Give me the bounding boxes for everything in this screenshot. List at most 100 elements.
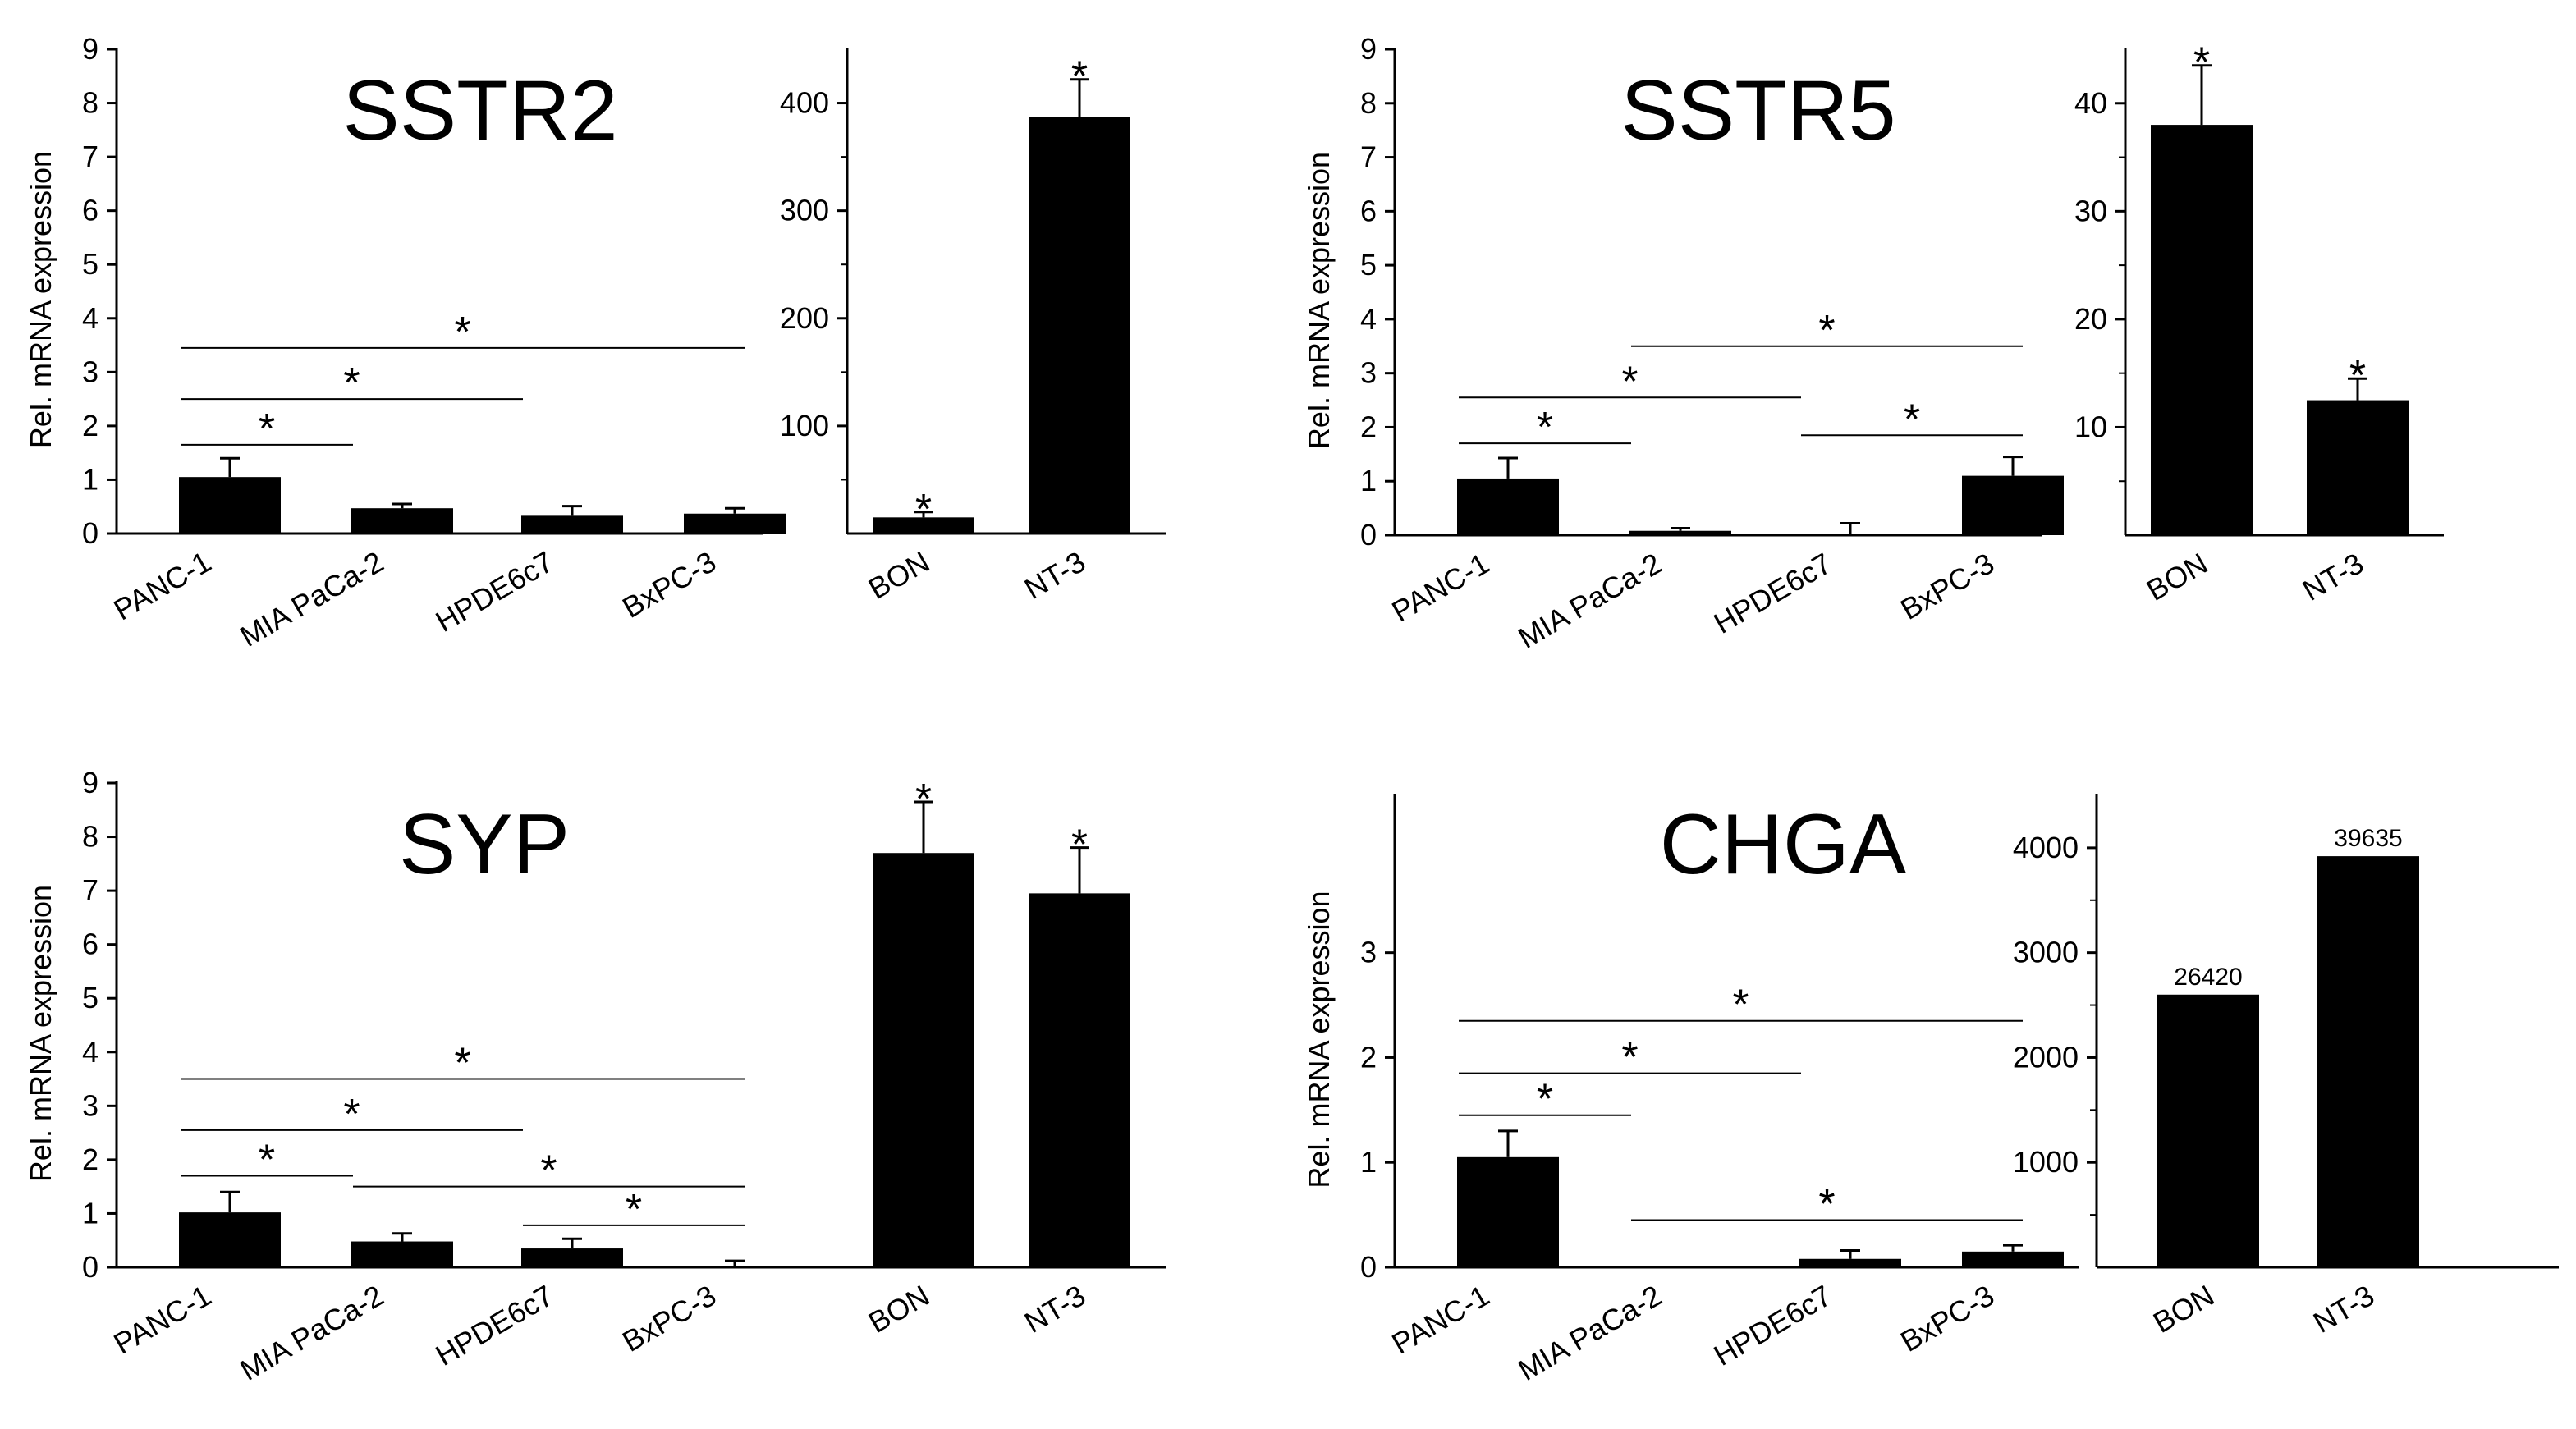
x-tick-label: HPDE6c7 [1708, 546, 1837, 640]
chart-title: SYP [399, 797, 570, 892]
significance-star: * [1621, 1034, 1638, 1082]
bar [1457, 478, 1559, 535]
y-tick-label: 1 [1360, 464, 1377, 497]
y-tick-label: 9 [1360, 32, 1377, 66]
x-tick-label: PANC-1 [1386, 1278, 1495, 1360]
chart-title: SSTR5 [1620, 63, 1895, 158]
significance-star: * [259, 405, 275, 453]
y-tick-label: 3 [1360, 936, 1377, 969]
x-tick-label: BxPC-3 [616, 544, 722, 625]
chart-title: CHGA [1660, 797, 1907, 892]
y-tick-label: 0 [1360, 1250, 1377, 1284]
significance-star-right: * [1071, 822, 1088, 869]
bar-right [873, 517, 974, 534]
y-tick-label: 4 [82, 1035, 99, 1069]
chart-title: SSTR2 [342, 63, 617, 158]
y-tick-label: 5 [1360, 248, 1377, 282]
significance-star: * [1904, 396, 1920, 443]
significance-star: * [1818, 307, 1835, 355]
x-tick-label: HPDE6c7 [430, 1278, 559, 1372]
significance-star: * [1537, 1076, 1553, 1124]
y-tick-label: 7 [82, 140, 99, 173]
bar [351, 1241, 453, 1267]
y-tick-label-right: 40 [2074, 86, 2107, 120]
significance-star: * [1621, 358, 1638, 405]
bar [1457, 1156, 1559, 1267]
y-tick-label: 2 [1360, 410, 1377, 443]
panel-sstr5: 0 1 2 3 4 5 6 7 8 9 Rel. mRNA expression SSTR5 PANC-… [1302, 32, 2444, 655]
bar [179, 477, 281, 534]
significance-star-right: * [2349, 352, 2366, 400]
x-tick-label-right: BON [2141, 546, 2213, 607]
bar [1629, 530, 1731, 535]
bar [684, 1266, 786, 1267]
y-tick-label: 2 [82, 1143, 99, 1176]
significance-star: * [259, 1137, 275, 1184]
y-tick-label-right: 1000 [2013, 1145, 2079, 1179]
bar-right [2307, 400, 2409, 535]
x-tick-label-right: BON [863, 1278, 935, 1340]
y-tick-label: 3 [82, 1088, 99, 1122]
y-tick-label: 8 [82, 820, 99, 854]
significance-star: * [343, 1091, 360, 1138]
significance-star: * [1818, 1181, 1835, 1229]
y-tick-label: 5 [82, 247, 99, 281]
y-tick-label: 8 [1360, 86, 1377, 120]
y-tick-label: 4 [82, 301, 99, 335]
y-tick-label-right: 400 [780, 86, 829, 120]
x-tick-label: PANC-1 [108, 544, 217, 626]
bar [1962, 1251, 2064, 1267]
bar [1962, 475, 2064, 535]
y-tick-label: 1 [82, 462, 99, 496]
bar-right [1029, 893, 1130, 1267]
y-axis-label: Rel. mRNA expression [1302, 891, 1336, 1188]
y-tick-label: 0 [82, 516, 99, 550]
y-tick-label: 4 [1360, 302, 1377, 336]
panel-sstr2: 0 1 2 3 4 5 6 7 8 9 Rel. mRNA expression SSTR2 PANC-… [24, 32, 1166, 653]
significance-star-right: * [915, 486, 932, 534]
y-tick-label: 2 [82, 409, 99, 442]
x-tick-label: BxPC-3 [616, 1278, 722, 1358]
y-tick-label-right: 4000 [2013, 831, 2079, 864]
y-tick-label-right: 3000 [2013, 936, 2079, 969]
bar-right [873, 853, 974, 1267]
x-tick-label-right: BON [863, 544, 935, 606]
y-tick-label: 0 [82, 1250, 99, 1284]
y-tick-label-right: 2000 [2013, 1040, 2079, 1074]
bar [521, 1248, 623, 1267]
y-tick-label-right: 200 [780, 301, 829, 335]
x-tick-label-right: NT-3 [2308, 1278, 2380, 1340]
y-axis-label: Rel. mRNA expression [1302, 152, 1336, 449]
x-tick-label-right: NT-3 [1019, 544, 1091, 606]
bar [684, 513, 786, 534]
x-tick-label: HPDE6c7 [430, 544, 559, 639]
significance-star-right: * [1071, 53, 1088, 101]
y-tick-label: 3 [82, 355, 99, 388]
panel-chga: 0 1 2 3 Rel. mRNA expression CHGA PANC-1 MIA Pa… [1302, 794, 2559, 1387]
x-tick-label: MIA PaCa-2 [1512, 546, 1667, 655]
y-tick-label-right: 10 [2074, 410, 2107, 443]
panel-syp: 0 1 2 3 4 5 6 7 8 9 Rel. mRNA expression SYP PANC-1 M… [24, 766, 1166, 1387]
y-axis-label: Rel. mRNA expression [24, 885, 57, 1182]
bar [351, 508, 453, 534]
y-tick-label: 6 [82, 194, 99, 227]
bar [179, 1212, 281, 1267]
y-tick-label-right: 300 [780, 194, 829, 227]
bar [1799, 1258, 1901, 1267]
bar [1799, 534, 1901, 535]
bar-right [1029, 117, 1130, 534]
x-tick-label: PANC-1 [1386, 546, 1495, 628]
bar-right [2151, 125, 2253, 536]
y-tick-label: 5 [82, 981, 99, 1014]
y-tick-label: 7 [1360, 140, 1377, 174]
y-tick-label: 6 [1360, 194, 1377, 227]
bar-value-label: 39635 [2334, 825, 2402, 852]
significance-star: * [454, 309, 470, 356]
y-tick-label: 9 [82, 766, 99, 799]
y-tick-label: 9 [82, 32, 99, 66]
y-tick-label: 1 [1360, 1145, 1377, 1179]
significance-star: * [626, 1186, 642, 1234]
significance-star: * [1537, 404, 1553, 451]
